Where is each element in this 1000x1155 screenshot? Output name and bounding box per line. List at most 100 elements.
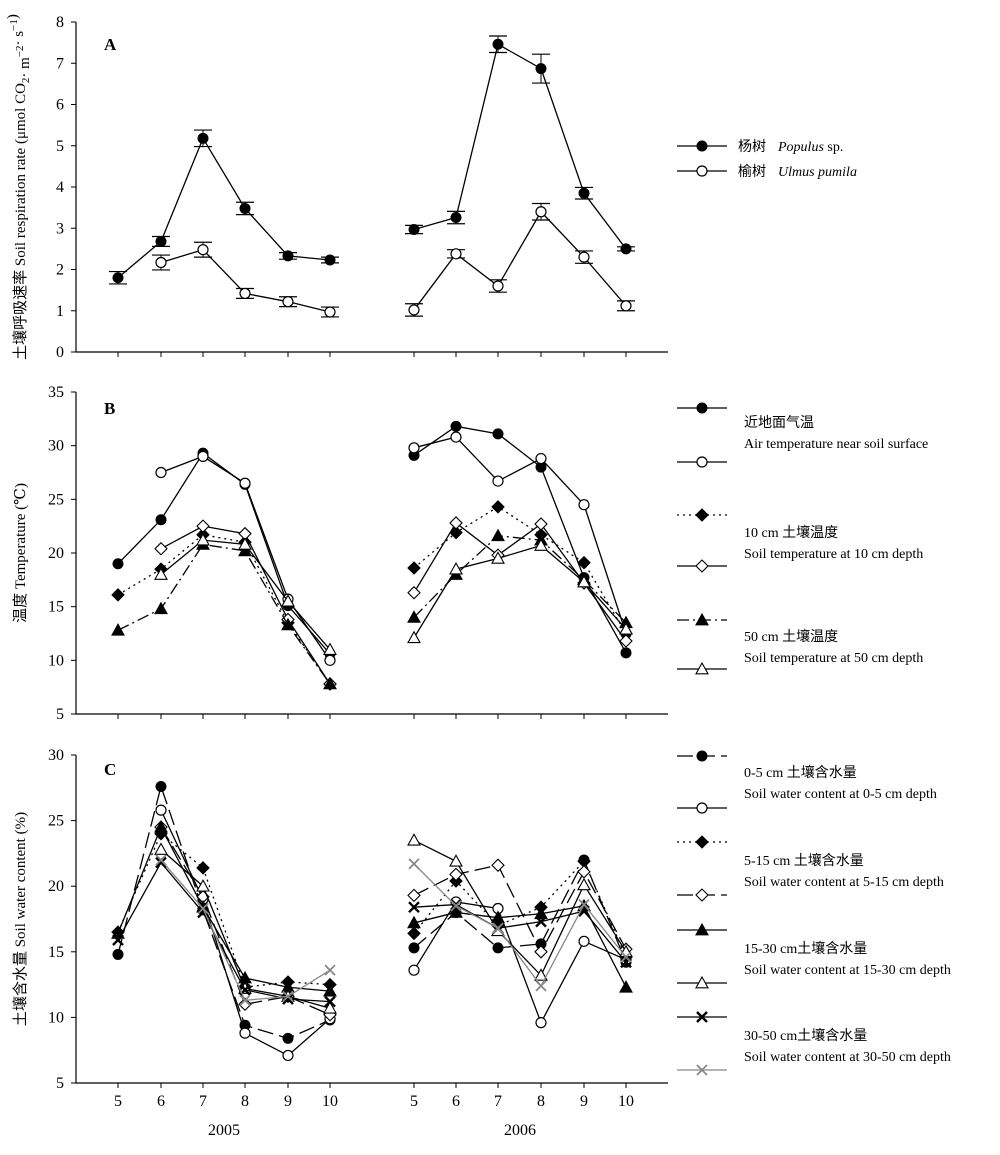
data-point: [154, 601, 168, 615]
y-tick-label: 20: [48, 545, 64, 562]
data-point: [282, 296, 294, 308]
legend-marker: [696, 1064, 708, 1076]
legend-symbol-C-2: [677, 802, 727, 814]
data-point: [577, 574, 591, 588]
y-axis-label: 温度 Temperature (℃): [12, 483, 29, 623]
data-point: [155, 514, 167, 526]
y-axis-label-part: −1: [8, 19, 20, 31]
data-point: [450, 431, 462, 443]
y-axis-label-part: Soil water content (%): [13, 812, 29, 947]
y-tick-label: 2: [56, 262, 64, 279]
data-point: [535, 63, 547, 75]
data-point: [534, 906, 548, 920]
data-point: [155, 235, 167, 247]
panel-label: B: [104, 399, 115, 418]
y-axis-label-part: 土壤呼吸速率: [11, 270, 29, 360]
y-axis-label-part: 温度: [12, 593, 29, 623]
data-point: [323, 676, 337, 690]
data-point: [492, 38, 504, 50]
series-line: [413, 535, 627, 624]
legend-marker: [695, 559, 709, 573]
legend-marker: [696, 165, 708, 177]
legend-marker: [695, 922, 709, 936]
series-C-2: [155, 804, 632, 1062]
data-point: [112, 272, 124, 284]
data-point: [491, 551, 505, 564]
series-line: [413, 521, 627, 642]
data-point: [239, 994, 251, 1006]
legend-symbol-C-3: [677, 835, 727, 849]
data-point: [492, 280, 504, 292]
legend-symbol-C-8: [677, 1064, 727, 1076]
data-point: [492, 942, 504, 954]
data-point: [407, 610, 421, 623]
legend-label-cn: 30-50 cm土壤含水量: [744, 1027, 867, 1044]
data-point: [534, 517, 548, 531]
data-point: [281, 594, 295, 607]
data-point: [197, 244, 209, 256]
x-tick-label: 8: [241, 1093, 249, 1110]
year-label: 2005: [208, 1122, 240, 1139]
series-line: [117, 861, 331, 1003]
legend-marker: [696, 402, 708, 414]
legend-label-cn: 0-5 cm 土壤含水量: [744, 764, 857, 781]
x-tick-label: 6: [452, 1093, 460, 1110]
series-C-7: [112, 856, 632, 1008]
y-tick-label: 25: [48, 813, 64, 830]
data-point: [239, 287, 251, 300]
y-axis-label-part: · m: [17, 57, 33, 78]
data-point: [577, 864, 591, 879]
legend-symbol-C-6: [677, 975, 727, 989]
legend-symbol-A-2: [677, 165, 727, 177]
x-tick-label: 9: [580, 1093, 588, 1110]
data-point: [619, 622, 633, 635]
series-C-1: [112, 780, 632, 1044]
y-tick-label: 30: [48, 747, 64, 764]
series-B-3: [111, 500, 633, 691]
y-axis-label: 土壤呼吸速率 Soil respiration rate (μmol CO2· …: [5, 14, 33, 360]
legend-label-en: Soil water content at 30-50 cm depth: [744, 1050, 951, 1065]
legend-label-cn: 近地面气温: [744, 415, 814, 431]
data-point: [155, 256, 167, 269]
y-tick-label: 7: [56, 55, 64, 72]
data-point: [155, 804, 167, 816]
legend-symbol-B-4: [677, 559, 727, 573]
data-point: [324, 254, 336, 266]
series-C-3: [111, 826, 633, 995]
legend-layer: 杨树 Populus sp. 榆树 Ulmus pumila 近地面气温 Air temp…: [677, 139, 951, 1076]
x-tick-label: 5: [114, 1093, 122, 1110]
y-tick-label: 0: [56, 344, 64, 361]
x-tick-label: 6: [157, 1093, 165, 1110]
series-C-4: [154, 820, 633, 1022]
data-point: [112, 934, 124, 946]
data-point: [324, 995, 336, 1008]
legend-label-en: Air temperature near soil surface: [744, 437, 928, 452]
legend-symbol-A-1: [677, 140, 727, 152]
series-line: [117, 543, 331, 685]
y-tick-label: 30: [48, 438, 64, 455]
legend-marker: [696, 456, 708, 468]
y-tick-label: 25: [48, 491, 64, 508]
x-tick-label: 10: [618, 1093, 634, 1110]
data-point: [112, 558, 124, 570]
legend-en: Populus: [777, 140, 824, 155]
data-point: [408, 942, 420, 954]
data-point: [282, 1049, 294, 1062]
data-point: [491, 858, 505, 872]
y-tick-label: 5: [56, 1075, 64, 1092]
data-point: [239, 477, 251, 489]
x-tick-label: 5: [410, 1093, 418, 1110]
series-line: [117, 452, 331, 655]
legend-marker: [695, 661, 709, 675]
data-point: [324, 964, 336, 976]
data-point: [154, 842, 168, 855]
legend-label-cn: 10 cm 土壤温度: [744, 524, 838, 541]
data-point: [407, 561, 421, 575]
data-point: [408, 223, 420, 235]
legend-symbol-C-4: [677, 888, 727, 902]
y-axis-label-part: Temperature (℃): [13, 483, 29, 589]
data-point: [407, 585, 421, 600]
legend-label-A-1: 杨树 Populus sp.: [738, 139, 843, 155]
data-point: [282, 990, 294, 1003]
